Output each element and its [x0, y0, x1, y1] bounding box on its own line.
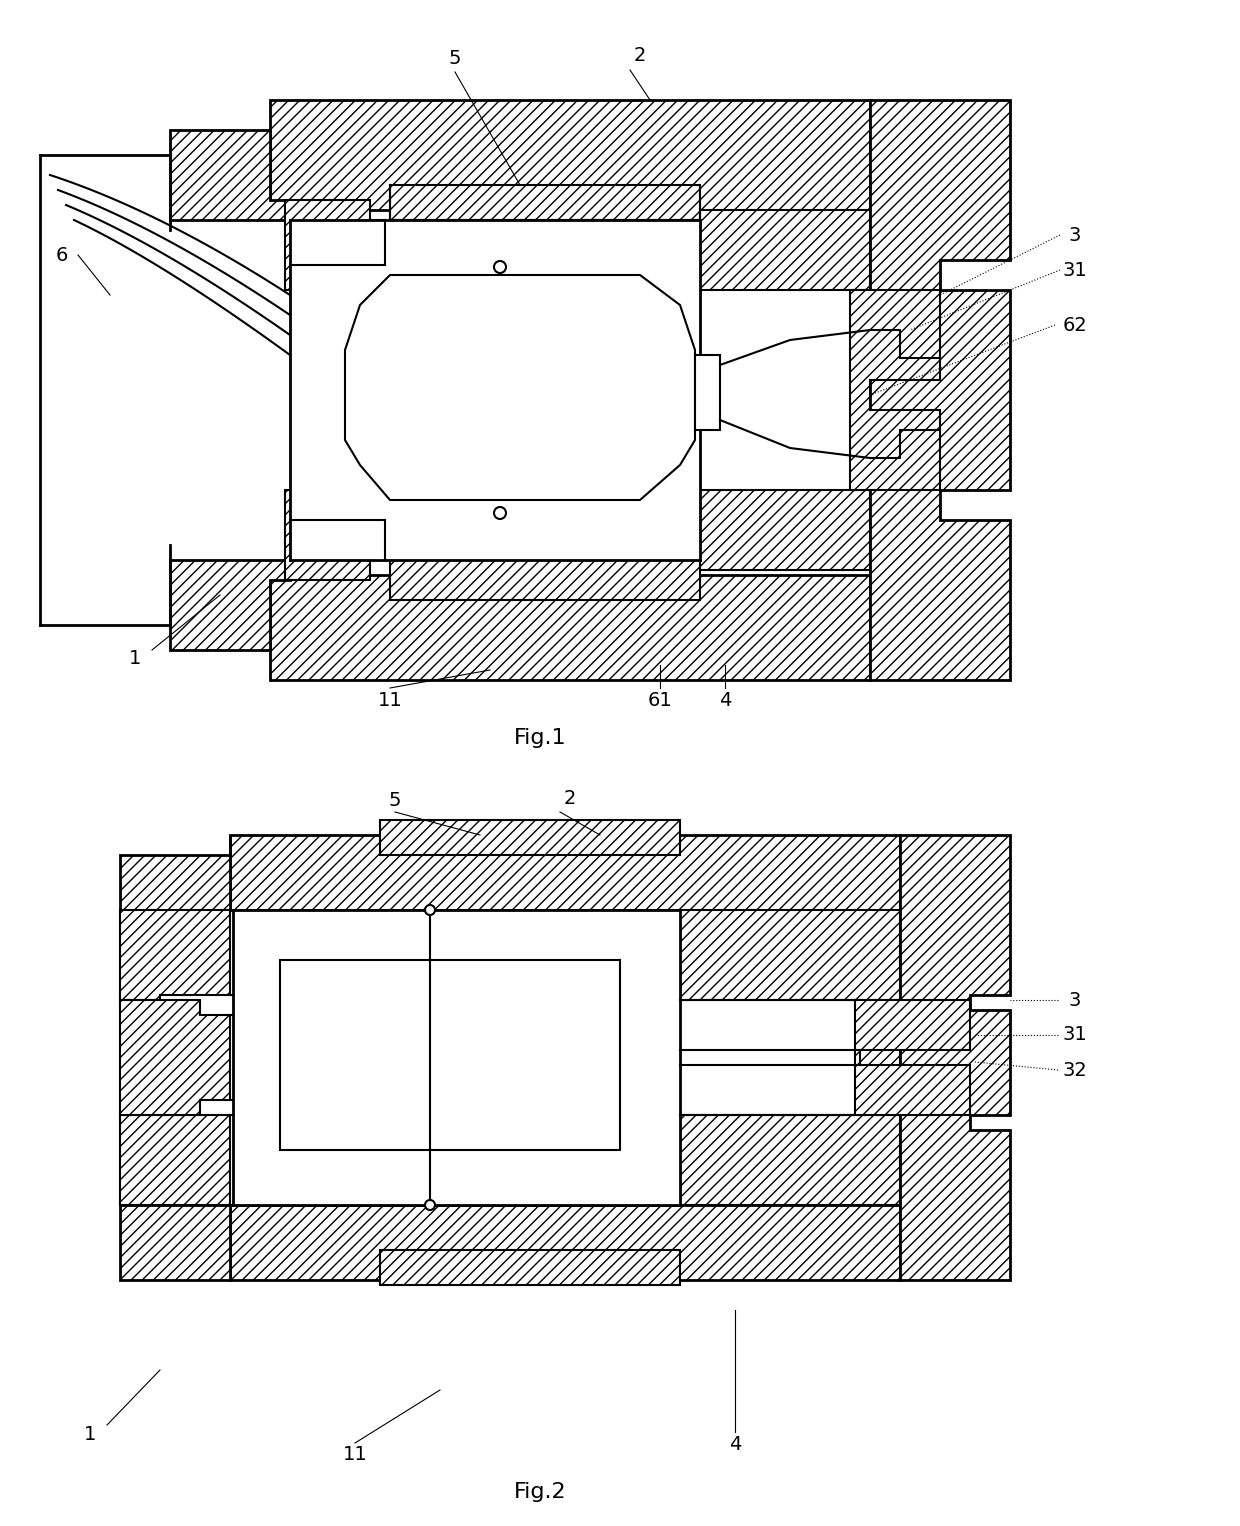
- Polygon shape: [290, 220, 701, 560]
- Polygon shape: [229, 1206, 900, 1280]
- Polygon shape: [229, 835, 900, 909]
- Text: 31: 31: [1063, 1025, 1087, 1044]
- Polygon shape: [694, 356, 720, 430]
- Polygon shape: [391, 560, 701, 600]
- Text: 5: 5: [449, 49, 461, 67]
- Text: Fig.1: Fig.1: [513, 728, 567, 748]
- Text: 2: 2: [634, 46, 646, 64]
- Polygon shape: [120, 909, 229, 1000]
- Polygon shape: [900, 835, 1011, 1280]
- Text: 61: 61: [647, 690, 672, 710]
- Text: 11: 11: [378, 690, 402, 710]
- Polygon shape: [701, 211, 870, 290]
- Polygon shape: [120, 835, 229, 909]
- Polygon shape: [701, 490, 870, 571]
- Text: 6: 6: [56, 246, 68, 264]
- Polygon shape: [680, 1116, 900, 1206]
- Polygon shape: [280, 960, 620, 1151]
- Text: Fig.2: Fig.2: [513, 1482, 567, 1502]
- Text: 5: 5: [389, 790, 402, 809]
- Polygon shape: [233, 909, 680, 1206]
- Polygon shape: [870, 101, 1011, 681]
- Text: 4: 4: [729, 1436, 742, 1454]
- Circle shape: [494, 261, 506, 273]
- Polygon shape: [680, 909, 900, 1000]
- Text: 3: 3: [1069, 990, 1081, 1010]
- Text: 3: 3: [1069, 226, 1081, 244]
- Polygon shape: [379, 819, 680, 855]
- Circle shape: [425, 905, 435, 916]
- Text: 31: 31: [1063, 261, 1087, 279]
- Polygon shape: [120, 1206, 229, 1280]
- Polygon shape: [849, 290, 940, 490]
- Polygon shape: [120, 1000, 229, 1116]
- Text: 32: 32: [1063, 1061, 1087, 1079]
- Polygon shape: [170, 130, 290, 220]
- Circle shape: [425, 1199, 435, 1210]
- Polygon shape: [170, 560, 290, 650]
- Text: 62: 62: [1063, 316, 1087, 334]
- Polygon shape: [379, 1250, 680, 1285]
- Polygon shape: [391, 185, 701, 220]
- Polygon shape: [270, 575, 870, 681]
- Text: 11: 11: [342, 1445, 367, 1465]
- Polygon shape: [285, 200, 384, 290]
- Polygon shape: [120, 1116, 229, 1206]
- Circle shape: [494, 507, 506, 519]
- Text: 2: 2: [564, 789, 577, 807]
- Text: 1: 1: [84, 1425, 97, 1445]
- Polygon shape: [861, 1050, 900, 1065]
- Polygon shape: [345, 275, 694, 501]
- Polygon shape: [285, 490, 384, 580]
- Text: 4: 4: [719, 690, 732, 710]
- Polygon shape: [856, 1000, 970, 1116]
- Polygon shape: [270, 101, 870, 211]
- Text: 1: 1: [129, 649, 141, 667]
